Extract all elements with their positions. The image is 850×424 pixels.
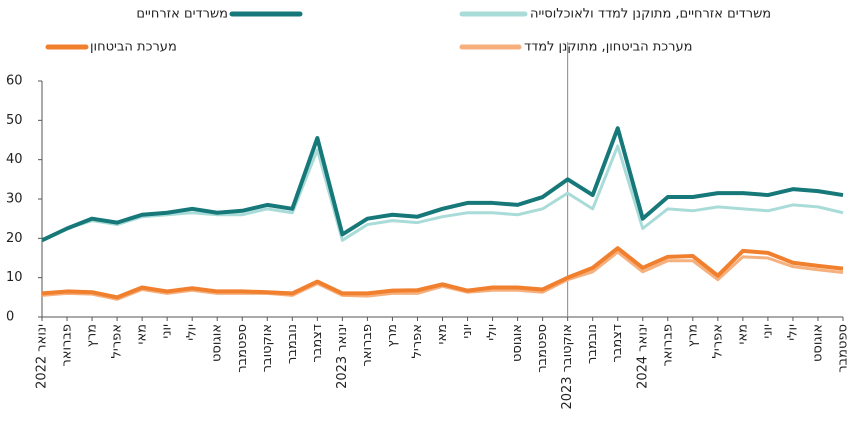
x-tick-label: נובמבר xyxy=(285,324,300,364)
x-tick-label: ינואר 2024 xyxy=(635,324,650,389)
y-tick-label: 60 xyxy=(6,74,23,89)
x-tick-label: דצמבר xyxy=(310,324,325,363)
x-tick-label: יוני xyxy=(760,324,775,339)
x-tick-label: יולי xyxy=(485,324,500,341)
x-tick-label: מאי xyxy=(735,324,750,344)
x-tick-label: מרץ xyxy=(85,324,100,347)
x-tick-label: ספטמבר xyxy=(836,324,850,373)
legend-label: משרדים אזרחיים, מתוקנן למדד ולאוכלוסייה xyxy=(530,7,771,22)
x-tick-label: אוקטובר xyxy=(260,324,275,372)
series-line xyxy=(41,246,844,300)
x-tick-label: אוקטובר 2023 xyxy=(560,324,575,410)
y-tick-label: 40 xyxy=(6,152,23,167)
y-tick-label: 30 xyxy=(6,192,23,207)
x-tick-label: אפריל xyxy=(410,324,425,358)
x-tick-label: יוני xyxy=(160,324,175,339)
x-tick-label: מרץ xyxy=(385,324,400,347)
legend-label: מערכת הביטחון, מתוקנן למדד xyxy=(524,40,692,55)
x-tick-label: דצמבר xyxy=(610,324,625,363)
legend-label: מערכת הביטחון xyxy=(90,40,177,55)
x-tick-label: פברואר xyxy=(360,324,375,367)
y-tick-label: 0 xyxy=(6,310,14,325)
y-tick-label: 10 xyxy=(6,270,23,285)
x-tick-label: ינואר 2023 xyxy=(335,324,350,389)
x-tick-label: אוגוסט xyxy=(510,324,525,362)
y-tick-label: 20 xyxy=(6,231,23,246)
x-tick-label: אפריל xyxy=(110,324,125,358)
x-tick-label: ינואר 2022 xyxy=(35,324,50,389)
x-tick-label: ספטמבר xyxy=(535,324,550,373)
x-tick-label: מרץ xyxy=(685,324,700,347)
x-tick-label: מאי xyxy=(135,324,150,344)
x-tick-label: ספטמבר xyxy=(235,324,250,373)
x-tick-label: אוגוסט xyxy=(810,324,825,362)
x-tick-label: אפריל xyxy=(710,324,725,358)
y-tick-label: 50 xyxy=(6,113,23,128)
x-tick-label: נובמבר xyxy=(585,324,600,364)
x-tick-label: פברואר xyxy=(60,324,75,367)
x-tick-label: יוני xyxy=(460,324,475,339)
series-line xyxy=(41,144,844,242)
x-tick-label: יולי xyxy=(785,324,800,341)
x-tick-label: יולי xyxy=(185,324,200,341)
legend-label: משרדים אזרחיים xyxy=(136,7,228,22)
series-line xyxy=(41,126,844,243)
x-tick-label: מאי xyxy=(435,324,450,344)
x-tick-label: אוגוסט xyxy=(210,324,225,362)
x-tick-label: פברואר xyxy=(660,324,675,367)
